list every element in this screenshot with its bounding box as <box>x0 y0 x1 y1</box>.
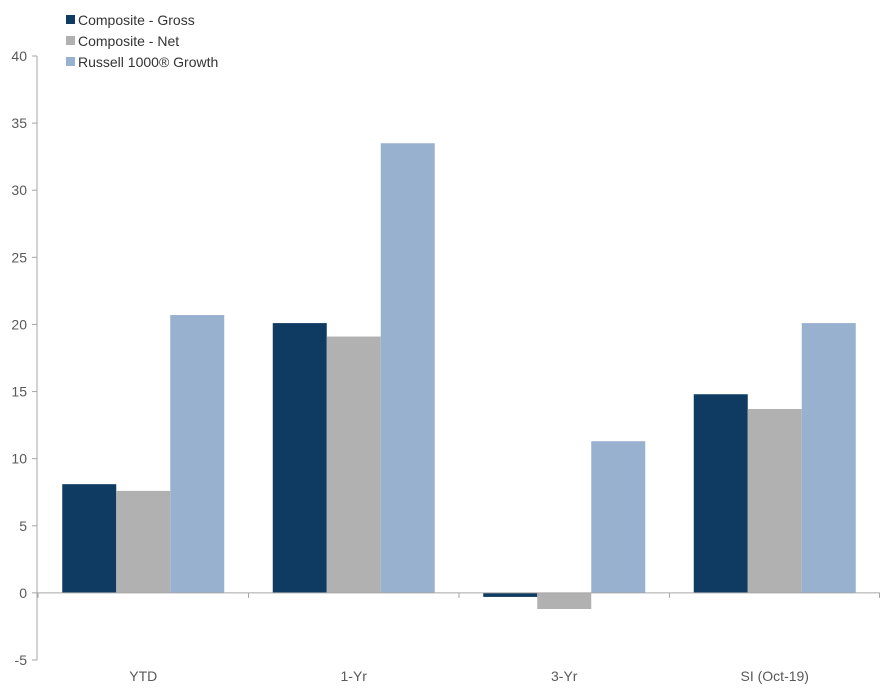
y-tick-label: 25 <box>11 249 27 265</box>
bar-composite-gross <box>483 592 538 597</box>
legend-item-composite-net: Composite - Net <box>66 30 218 51</box>
y-tick-label: 15 <box>11 384 27 400</box>
bar-russell-1000-growth <box>591 441 646 593</box>
bar-composite-net <box>116 490 171 593</box>
legend-swatch-russell-1000-growth <box>66 57 75 66</box>
bar-russell-1000-growth <box>801 323 856 593</box>
y-tick-label: 30 <box>11 182 27 198</box>
y-tick-label: 10 <box>11 451 27 467</box>
y-tick-label: 20 <box>11 316 27 332</box>
bar-russell-1000-growth <box>380 143 435 593</box>
y-tick-label: 5 <box>19 518 27 534</box>
y-tick-label: 40 <box>11 48 27 64</box>
legend-item-composite-gross: Composite - Gross <box>66 9 218 30</box>
legend-label-russell-1000-growth: Russell 1000® Growth <box>78 53 219 70</box>
bar-composite-net <box>537 592 592 609</box>
legend: Composite - Gross Composite - Net Russel… <box>66 9 218 72</box>
bar-composite-gross <box>272 323 327 593</box>
bar-russell-1000-growth <box>170 315 225 593</box>
x-category-label: 3-Yr <box>551 668 578 684</box>
y-tick-label: -5 <box>15 652 28 668</box>
legend-swatch-composite-gross <box>66 15 75 24</box>
legend-label-composite-gross: Composite - Gross <box>78 11 195 28</box>
x-category-label: SI (Oct-19) <box>741 668 809 684</box>
bar-composite-gross <box>62 484 117 593</box>
legend-label-composite-net: Composite - Net <box>78 32 180 49</box>
y-tick-label: 35 <box>11 115 27 131</box>
bar-composite-net <box>747 409 802 593</box>
x-category-label: YTD <box>129 668 157 684</box>
legend-swatch-composite-net <box>66 36 75 45</box>
bar-composite-net <box>326 336 381 593</box>
legend-item-russell-1000-growth: Russell 1000® Growth <box>66 51 218 72</box>
y-tick-label: 0 <box>19 585 27 601</box>
bar-composite-gross <box>693 394 748 593</box>
x-category-label: 1-Yr <box>341 668 368 684</box>
